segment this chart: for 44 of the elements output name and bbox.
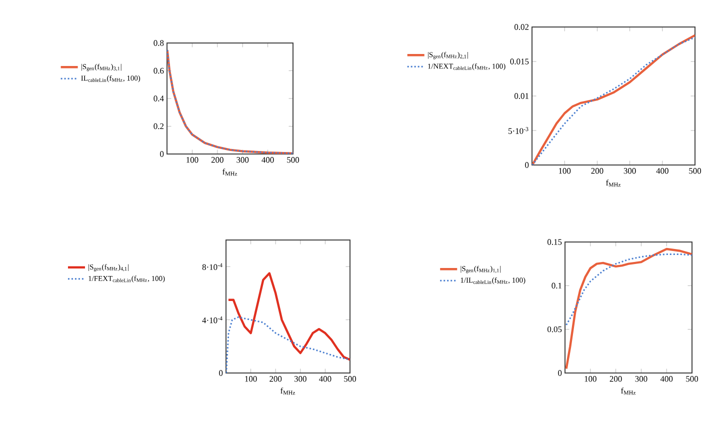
x-tick-label: 100 <box>245 376 257 382</box>
x-tick-label: 400 <box>319 376 332 382</box>
x-tick-label: 300 <box>236 157 249 163</box>
line-series <box>566 253 692 326</box>
x-axis-title: f$_{MHz}$ <box>621 388 636 395</box>
y-tick-label: 0.15 <box>547 239 562 245</box>
x-tick-label: 500 <box>686 376 698 382</box>
y-tick-label: 5·10$^{-3}$ <box>508 127 528 134</box>
y-tick-label: 0.2 <box>154 123 164 130</box>
x-tick-label: 300 <box>294 376 306 382</box>
y-tick-label: 0.1 <box>552 282 562 289</box>
line-series <box>167 48 293 154</box>
y-tick-label: 8·10$^{-4}$ <box>202 263 222 270</box>
x-tick-label: 300 <box>624 168 636 174</box>
x-axis-title: f$_{MHz}$ <box>280 388 296 395</box>
x-tick-label: 400 <box>656 168 668 174</box>
y-tick-label: 0.6 <box>154 68 164 74</box>
y-tick-label: 0 <box>525 162 529 168</box>
x-tick-label: 100 <box>559 168 571 174</box>
x-tick-label: 300 <box>635 376 648 382</box>
y-tick-label: 0 <box>219 370 223 376</box>
y-tick-label: 0 <box>558 370 562 376</box>
x-tick-label: 200 <box>591 168 604 174</box>
x-tick-label: 200 <box>270 376 282 382</box>
x-axis-title: f$_{MHz}$ <box>606 180 621 187</box>
y-tick-label: 0 <box>160 151 164 157</box>
x-tick-label: 500 <box>344 376 356 382</box>
x-tick-label: 200 <box>211 157 224 163</box>
y-tick-label: 0.015 <box>510 58 529 64</box>
y-tick-label: 0.02 <box>514 24 529 30</box>
y-tick-label: 0.4 <box>154 96 164 102</box>
y-tick-label: 0.8 <box>154 40 164 46</box>
x-tick-label: 400 <box>262 157 274 163</box>
y-tick-label: 0.01 <box>514 93 528 99</box>
x-tick-label: 500 <box>287 157 300 163</box>
x-tick-label: 200 <box>610 376 622 382</box>
x-axis-title: f$_{MHz}$ <box>222 168 238 176</box>
x-tick-label: 500 <box>689 168 702 174</box>
y-tick-label: 4·10$^{-4}$ <box>202 316 222 324</box>
x-tick-label: 400 <box>660 376 673 382</box>
y-tick-label: 0.05 <box>547 326 562 332</box>
x-tick-label: 100 <box>186 157 198 163</box>
line-series <box>565 248 692 370</box>
x-tick-label: 100 <box>584 376 596 382</box>
